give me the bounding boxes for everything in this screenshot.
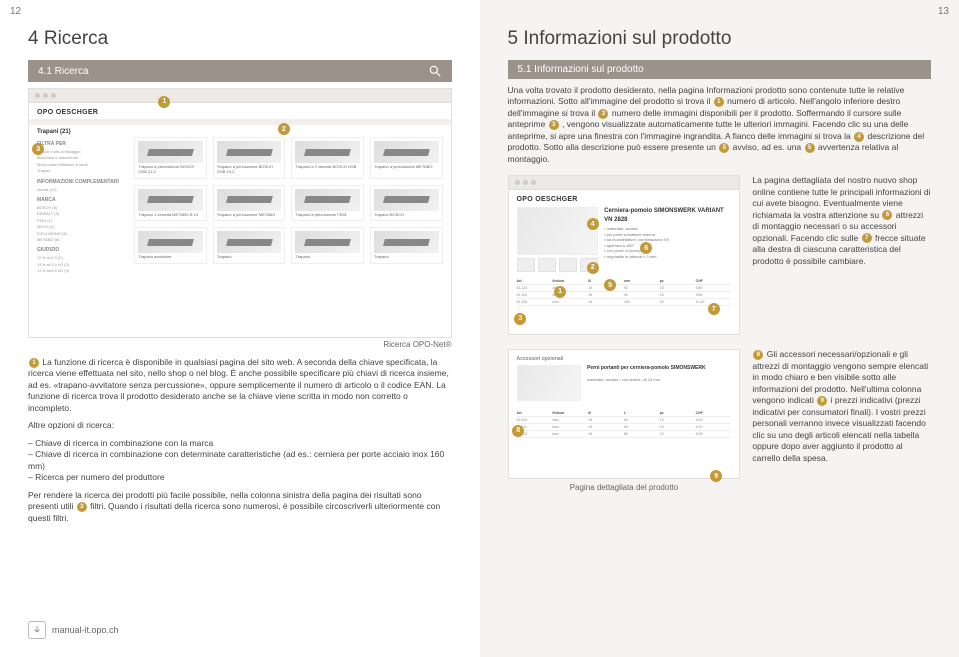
product-card: Trapano a percussione FEIN: [291, 185, 364, 222]
shot1-brand: OPO OESCHGER: [517, 196, 732, 203]
callout-ref-r4: 4: [854, 132, 864, 142]
callout-ref-1: 1: [29, 358, 39, 368]
footer-url: manual-it.opo.ch: [52, 625, 119, 635]
page-left: 12 4 Ricerca 4.1 Ricerca OPO OESCHGER Tr…: [0, 0, 480, 657]
callout-dot-2: 2: [278, 123, 290, 135]
subsection-label-r: 5.1 Informazioni sul prodotto: [518, 64, 644, 75]
product-grid: Trapano a percussione BOSCH GSB 21-2Trap…: [134, 137, 442, 264]
results-title: Trapani (21): [37, 129, 443, 135]
subsection-label: 4.1 Ricerca: [38, 66, 89, 77]
side-text-2: 8 Gli accessori necessari/opzionali e gl…: [752, 349, 931, 492]
screenshot-search: OPO OESCHGER Trapani (21) FILTRA PER Art…: [28, 88, 452, 338]
screenshot-caption-left: Ricerca OPO-Net®: [28, 340, 452, 349]
options-list: Chiave di ricerca in combinazione con la…: [28, 438, 452, 484]
callout-ref-3: 3: [77, 502, 87, 512]
page-number-right: 13: [938, 6, 949, 17]
shot2-title: Perni portanti per cerniera-pomolo SIMON…: [587, 365, 731, 372]
link-icon: [28, 621, 46, 639]
body-text-left: 1 La funzione di ricerca è disponibile i…: [28, 357, 452, 530]
callout-ref-r1: 1: [714, 97, 724, 107]
footer-link[interactable]: manual-it.opo.ch: [28, 613, 452, 639]
para-1: La funzione di ricerca è disponibile in …: [28, 357, 449, 413]
product-card: Trapano: [213, 227, 286, 264]
callout-ref-r5: 5: [719, 143, 729, 153]
product-card: Trapano a percussione BOSCH GSB 19-2: [213, 137, 286, 179]
product-card: Trapano a percussione METABO: [213, 185, 286, 222]
section-title-right: 5 Informazioni sul prodotto: [508, 28, 932, 50]
para-2b: filtri. Quando i risultati della ricerca…: [28, 501, 440, 522]
subsection-bar-right: 5.1 Informazioni sul prodotto: [508, 60, 932, 79]
callout-ref-r6: 6: [882, 210, 892, 220]
subsection-bar-left: 4.1 Ricerca: [28, 60, 452, 82]
intro-f: avviso, ad es. una: [733, 142, 802, 152]
callout-dot-8: 8: [512, 425, 524, 437]
side-text-1: La pagina dettagliata del nostro nuovo s…: [752, 175, 931, 343]
screenshot-detail-2: Accessori opzionali Perni portanti per c…: [508, 349, 741, 479]
callout-dot-1: 1: [554, 286, 566, 298]
option-item: Ricerca per numero del produttore: [28, 472, 452, 483]
intro-text: Una volta trovato il prodotto desiderato…: [508, 85, 932, 171]
product-card: Trapano avvitatore: [134, 227, 207, 264]
product-card: Trapano: [291, 227, 364, 264]
product-card: Trapano a 2 velocità BOSCH GSB: [291, 137, 364, 179]
callout-ref-r2: 2: [598, 109, 608, 119]
product-card: Trapano 1 velocità METABO B 13: [134, 185, 207, 222]
screenshot-caption-right: Pagina dettagliata del prodotto: [508, 483, 741, 492]
shot-brand: OPO OESCHGER: [37, 109, 443, 116]
option-item: Chiave di ricerca in combinazione con de…: [28, 449, 452, 472]
option-item: Chiave di ricerca in combinazione con la…: [28, 438, 452, 449]
callout-dot-7: 7: [708, 303, 720, 315]
callout-ref-r3: 3: [549, 120, 559, 130]
section-title-left: 4 Ricerca: [28, 28, 452, 50]
side2-b: i prezzi indicativi (prezzi indicativi p…: [752, 395, 925, 462]
shot2-section: Accessori opzionali: [517, 356, 732, 362]
intro-d: , vengono visualizzate automaticamente t…: [508, 119, 909, 140]
callout-dot-9: 9: [710, 470, 722, 482]
callout-ref-r5b: 5: [805, 143, 815, 153]
screenshot-detail-1: OPO OESCHGER Cerniera-pomolo SIMONSWERK …: [508, 175, 741, 335]
shot1-title: Cerniera-pomolo SIMONSWERK VARIANT VN 28…: [604, 207, 731, 224]
page-right: 13 5 Informazioni sul prodotto 5.1 Infor…: [480, 0, 959, 657]
callout-ref-r8: 8: [753, 350, 763, 360]
filters-header: FILTRA PER: [37, 141, 126, 147]
product-card: Trapano: [370, 227, 443, 264]
search-icon: [428, 64, 442, 78]
product-card: Trapano a percussione BOSCH GSB 21-2: [134, 137, 207, 179]
product-card: Trapano BOSCH: [370, 185, 443, 222]
product-card: Trapano a percussione METABO: [370, 137, 443, 179]
filters-column: FILTRA PER Articoli e kits di fissaggioM…: [37, 137, 126, 274]
callout-ref-r9: 9: [817, 396, 827, 406]
browser-chrome: [29, 89, 451, 103]
options-heading: Altre opzioni di ricerca:: [28, 420, 452, 431]
callout-dot-2: 2: [587, 262, 599, 274]
callout-ref-r7: 7: [862, 233, 872, 243]
page-number-left: 12: [10, 6, 21, 17]
callout-dot-1: 1: [158, 96, 170, 108]
